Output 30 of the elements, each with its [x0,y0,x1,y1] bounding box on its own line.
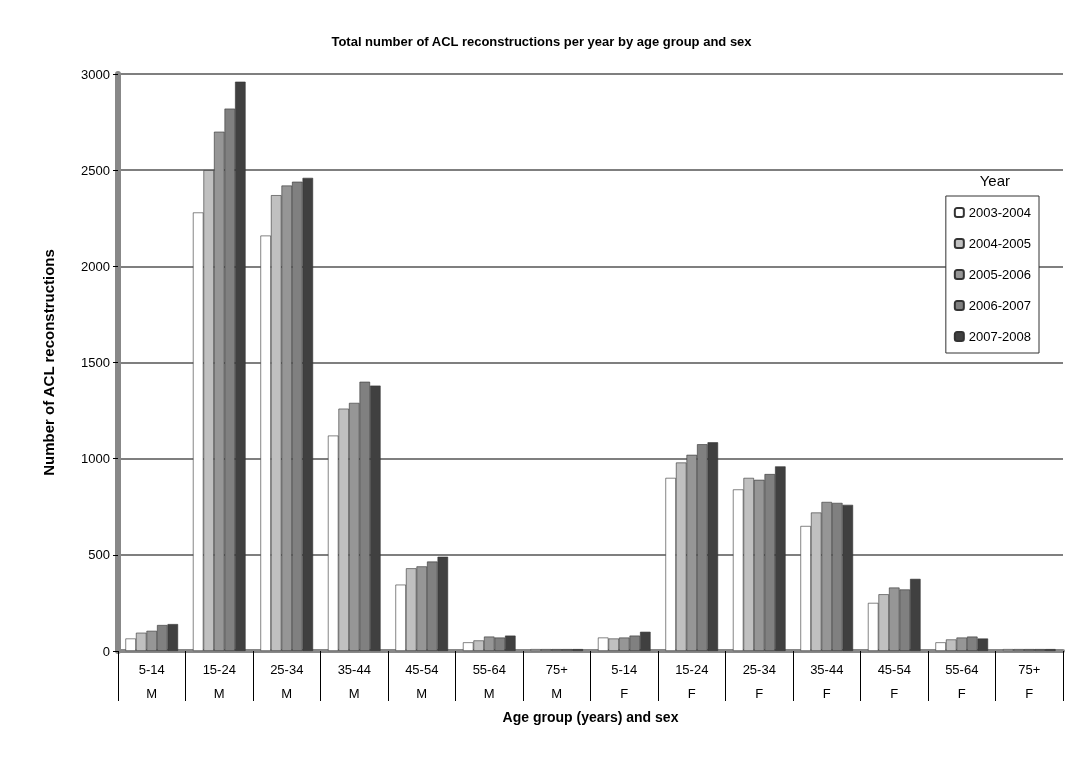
legend-label: 2004-2005 [968,236,1031,251]
x-tick-label: 15-24 F [675,661,709,701]
legend-title: Year [979,172,1010,189]
x-tick-label: 15-24 M [202,661,236,701]
y-tick-label: 1500 [81,355,110,370]
x-tick-label: 5-14 M [138,661,165,701]
legend-label: 2006-2007 [968,298,1031,313]
x-tick-label: 55-64 F [945,661,979,701]
x-tick-label: 75+ M [545,661,568,701]
x-axis-title: Age group (years) and sex [502,708,679,725]
y-tick-label: 3000 [81,66,110,82]
x-tick-label: 55-64 M [472,661,506,701]
y-tick-label: 0 [102,643,110,659]
legend-label: 2005-2006 [968,267,1031,282]
y-tick-label: 500 [88,547,110,563]
x-tick-label: 45-54 F [877,661,911,701]
x-tick-label: 25-34 M [270,661,304,701]
y-axis-title: Number of ACL reconstructions [40,249,57,476]
legend-label: 2007-2008 [968,329,1031,344]
x-tick-label: 35-44 F [810,661,844,701]
x-tick-label: 75+ F [1018,661,1041,701]
x-tick-label: 25-34 F [742,661,776,701]
x-tick-label: 45-54 M [405,661,439,701]
x-tick-label: 5-14 F [611,661,638,701]
x-tick-label: 35-44 M [337,661,371,701]
legend-label: 2003-2004 [968,205,1031,220]
y-tick-label: 1000 [81,451,110,467]
y-tick-label: 2500 [81,162,110,178]
y-tick-label: 2000 [81,258,110,274]
chart-title: Total number of ACL reconstructions per year by age group and sex [331,34,753,49]
